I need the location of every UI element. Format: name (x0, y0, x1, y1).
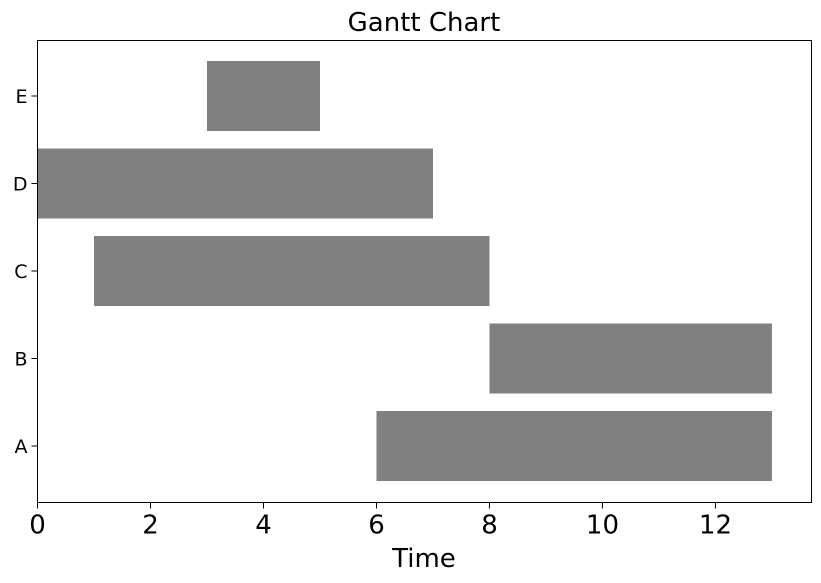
x-tick-label: 8 (481, 511, 498, 541)
bar-d (37, 148, 433, 219)
chart-title: Gantt Chart (348, 8, 501, 38)
x-axis: 0 2 4 6 8 10 12 (29, 502, 732, 541)
x-axis-label: Time (391, 544, 456, 574)
y-tick-label-b: B (14, 349, 27, 371)
y-tick-label-d: D (13, 174, 28, 196)
y-tick-label-e: E (15, 86, 27, 108)
x-tick-label: 12 (699, 511, 732, 541)
bar-e (206, 61, 320, 131)
x-tick-label: 6 (368, 511, 385, 541)
bar-a (376, 411, 772, 481)
bar-c (93, 236, 490, 306)
x-tick-label: 0 (29, 511, 46, 541)
bar-b (489, 323, 772, 394)
x-tick-label: 4 (255, 511, 272, 541)
x-tick-label: 2 (142, 511, 159, 541)
y-axis: A B C D E (13, 86, 38, 458)
y-tick-label-c: C (14, 261, 27, 283)
y-tick-label-a: A (15, 436, 28, 458)
bars-group (37, 61, 772, 481)
x-tick-label: 10 (586, 511, 619, 541)
